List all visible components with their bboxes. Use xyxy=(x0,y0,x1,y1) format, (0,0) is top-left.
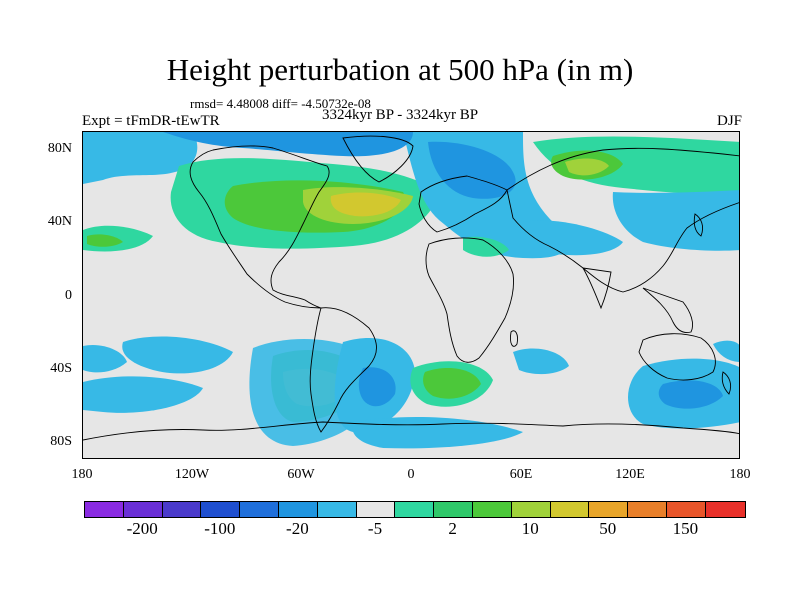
contour-yellow-asia xyxy=(565,158,609,176)
colorbar-swatch xyxy=(356,502,396,517)
colorbar-swatch xyxy=(628,502,667,517)
coastlines xyxy=(83,135,739,441)
coast-japan xyxy=(693,213,704,237)
y-tick-label: 40S xyxy=(50,361,72,376)
colorbar-swatch xyxy=(550,502,590,517)
x-tick-label: 120W xyxy=(174,467,210,482)
coast-greenland xyxy=(342,135,414,183)
contour-blue-south-pacific-east-inner xyxy=(658,380,723,409)
colorbar-swatch xyxy=(395,502,435,517)
coast-southeast-asia xyxy=(642,287,694,333)
colorbar-label: 10 xyxy=(521,519,539,538)
colorbar-label: 50 xyxy=(599,519,617,538)
contour-blue-south-pacific-center xyxy=(122,336,233,374)
colorbar-label: -20 xyxy=(286,519,309,538)
colorbar-swatch xyxy=(705,502,745,517)
colorbar-swatch xyxy=(589,502,629,517)
contour-blue-arctic xyxy=(163,132,413,157)
contour-blue-southern-ocean xyxy=(352,417,523,449)
x-tick-label: 120E xyxy=(615,467,645,482)
contour-blue-north-pacific xyxy=(612,190,739,251)
colorbar-label: 150 xyxy=(672,519,699,538)
x-tick-label: 60E xyxy=(509,467,533,482)
y-tick-label: 80N xyxy=(47,141,72,156)
plot-title: Height perturbation at 500 hPa (in m) xyxy=(166,52,634,87)
colorbar-swatch xyxy=(85,502,124,517)
stats-text: rmsd= 4.48008 diff= -4.50732e-08 xyxy=(190,96,371,111)
contour-green-atlantic-east xyxy=(463,236,509,257)
y-tick-label: 40N xyxy=(47,214,72,229)
coast-africa xyxy=(425,237,514,363)
coast-new-zealand xyxy=(721,371,732,395)
colorbar-swatch xyxy=(123,502,163,517)
coast-australia xyxy=(638,333,716,381)
coast-south-america xyxy=(309,307,377,433)
contour-blue-south-pacific-west xyxy=(83,344,127,373)
contour-light-blue-north-pacific xyxy=(83,132,198,184)
colorbar-label: -5 xyxy=(367,519,383,538)
coast-asia xyxy=(506,147,739,293)
colorbar-swatch xyxy=(278,502,318,517)
colorbar-swatch xyxy=(472,502,512,517)
contour-blue-indian-ocean xyxy=(513,348,569,375)
colorbar-label: 2 xyxy=(448,519,457,538)
contour-green-south-indian-inner xyxy=(423,368,481,399)
x-tick-label: 0 xyxy=(407,467,415,482)
colorbar-swatch xyxy=(434,502,473,517)
season-label: DJF xyxy=(716,113,742,129)
plot-subtitle: 3324kyr BP - 3324kyr BP xyxy=(321,107,479,123)
y-tick-label: 0 xyxy=(65,288,72,303)
colorbar-swatch xyxy=(666,502,706,517)
colorbar xyxy=(84,501,746,518)
coast-madagascar xyxy=(510,330,518,347)
colorbar-swatch xyxy=(511,502,551,517)
coast-europe xyxy=(418,175,508,233)
contour-blue-east-pacific xyxy=(713,340,739,362)
coast-north-america xyxy=(189,145,330,309)
coast-antarctica xyxy=(83,421,739,441)
map-panel xyxy=(82,131,740,459)
contour-fields xyxy=(83,132,739,449)
x-tick-label: 180 xyxy=(71,467,93,482)
contour-green-pacific-west-inner xyxy=(87,234,123,247)
colorbar-swatch xyxy=(317,502,357,517)
y-tick-label: 80S xyxy=(50,434,72,449)
colorbar-swatch xyxy=(201,502,241,517)
x-tick-label: 180 xyxy=(729,467,751,482)
colorbar-label: -200 xyxy=(126,519,158,538)
colorbar-swatch xyxy=(240,502,279,517)
coast-india xyxy=(582,267,612,310)
contour-blue-south-atlantic-inner xyxy=(358,367,396,407)
x-tick-label: 60W xyxy=(287,467,315,482)
colorbar-swatch xyxy=(162,502,202,517)
contour-blue-east-asia xyxy=(519,220,623,256)
contour-map xyxy=(83,132,739,449)
contour-blue-south-pacific-center-inner xyxy=(83,376,203,413)
colorbar-label: -100 xyxy=(204,519,236,538)
contour-yellow-core xyxy=(330,192,401,217)
experiment-label: Expt = tFmDR-tEwTR xyxy=(82,113,220,129)
